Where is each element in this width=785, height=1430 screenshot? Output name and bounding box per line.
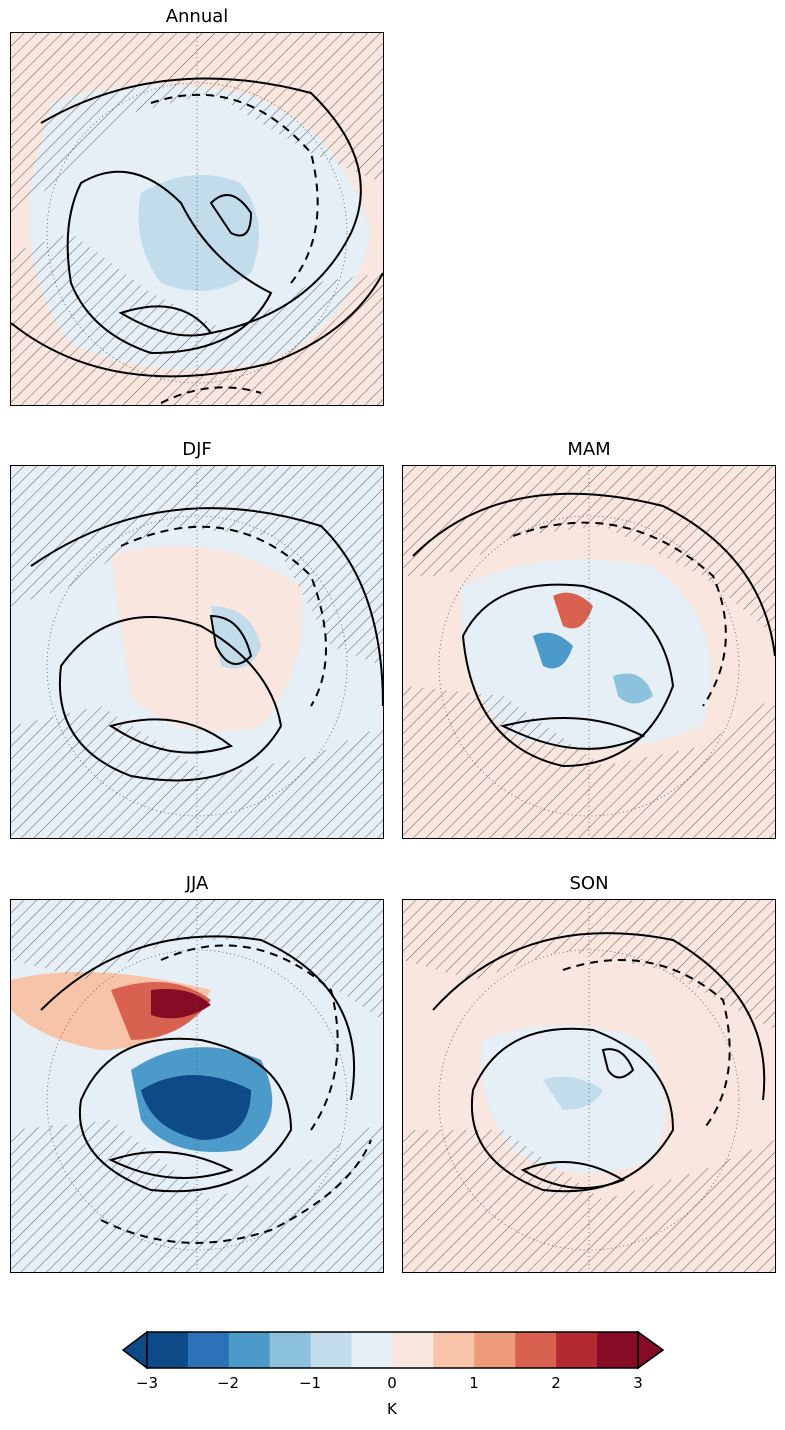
colorbar-segment [147,1332,189,1368]
panel-title: SON [569,873,609,894]
anomaly-map [11,900,383,1272]
anomaly-map [403,466,775,838]
colorbar-scale [121,1330,665,1370]
colorbar-tick-label: 2 [551,1374,561,1392]
colorbar-segment [556,1332,598,1368]
colorbar-tick-label: 1 [469,1374,479,1392]
map-mam [402,465,776,839]
panel-title: DJF [182,439,212,460]
colorbar-segment [515,1332,557,1368]
colorbar-segment [351,1332,393,1368]
colorbar-segment [310,1332,353,1368]
colorbar-segment [433,1332,475,1368]
colorbar-segment [392,1332,434,1368]
panel-title: Annual [165,6,229,27]
colorbar-tick-label: 0 [387,1374,397,1392]
colorbar-tick-label: 3 [633,1374,643,1392]
colorbar-segment [597,1332,639,1368]
map-djf [10,465,384,839]
panel-title: JJA [185,873,209,894]
colorbar: −3 −2 −1 0 1 2 3 K [121,1330,665,1430]
colorbar-extend-low [121,1330,148,1370]
colorbar-segment [474,1332,516,1368]
map-jja [10,899,384,1273]
colorbar-tick-label: −2 [216,1374,240,1392]
colorbar-tick-label: −3 [135,1374,159,1392]
panel-title: MAM [567,439,611,460]
anomaly-map [403,900,775,1272]
colorbar-segment [228,1332,271,1368]
map-annual [10,32,384,406]
colorbar-segment [187,1332,230,1368]
colorbar-tick-label: −1 [298,1374,322,1392]
map-son [402,899,776,1273]
colorbar-segment [269,1332,312,1368]
colorbar-unit-label: K [387,1400,397,1418]
anomaly-map [11,33,383,405]
anomaly-map [11,466,383,838]
colorbar-border [146,1331,639,1369]
colorbar-extend-high [637,1330,665,1370]
